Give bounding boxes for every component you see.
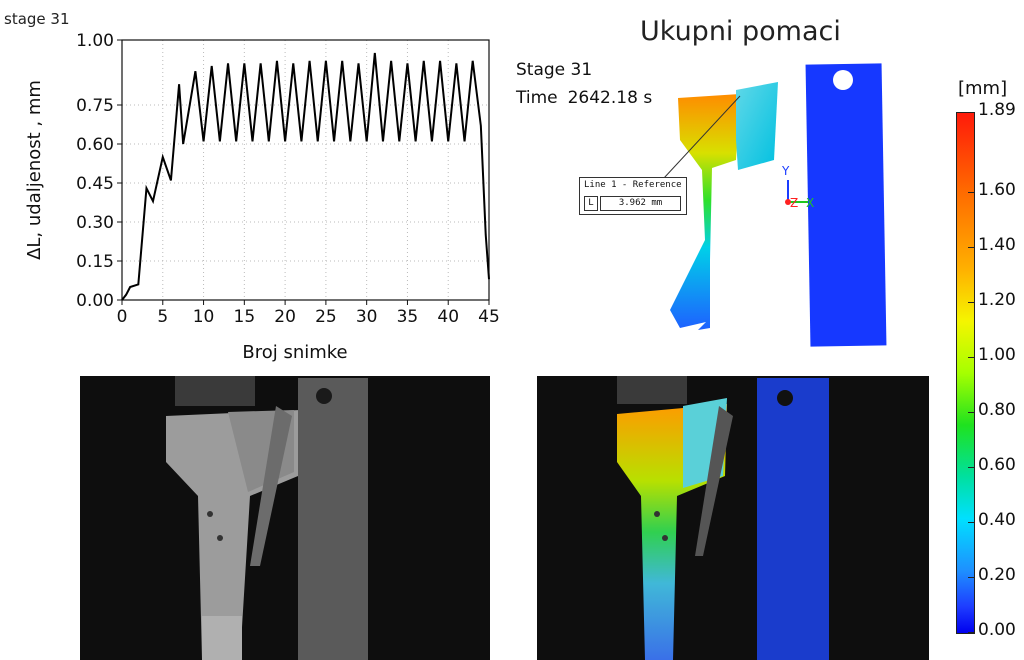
y-tick-label: 0.15	[76, 252, 114, 272]
x-tick-label: 30	[356, 307, 378, 327]
colorbar-tick-mark	[968, 191, 974, 193]
x-tick-label: 45	[478, 307, 500, 327]
colorbar-tick-label: 0.20	[978, 564, 1016, 585]
chart-ticks: 0 5 10 15 20 25 30 35 40 45 0.00 0.15 0.30 0.45 0.60 0.…	[76, 31, 500, 327]
colorbar-unit: [mm]	[958, 78, 1008, 99]
series-line	[121, 52, 490, 301]
figure-title: Ukupni pomaci	[640, 16, 841, 47]
colorbar-tick-mark	[968, 632, 974, 633]
x-tick-label: 40	[437, 307, 459, 327]
time-readout: Time 2642.18 s	[516, 88, 662, 108]
overlay-camera-image	[537, 376, 929, 660]
x-tick-label: 15	[234, 307, 256, 327]
colorbar-tick-mark	[968, 246, 974, 248]
colorbar-tick-mark	[968, 301, 974, 303]
time-label: Time	[516, 88, 558, 108]
stage-label: Stage 31	[516, 60, 593, 80]
x-tick-label: 5	[157, 307, 168, 327]
colorbar-tick-label: 1.20	[978, 289, 1016, 310]
colorbar-tick-label: 0.60	[978, 454, 1016, 475]
callout-leader	[663, 95, 741, 179]
colorbar-tick-mark	[968, 466, 974, 468]
plate-fragment-region	[736, 82, 778, 170]
colorbar-tick-mark	[968, 411, 974, 413]
displacement-map	[663, 63, 887, 347]
axis-x-label: X	[806, 196, 815, 210]
colorbar-tick-mark	[968, 521, 974, 523]
x-tick-label: 25	[315, 307, 337, 327]
y-tick-label: 0.45	[76, 174, 114, 194]
x-tick-label: 20	[274, 307, 296, 327]
colorbar-tick-label: 1.60	[978, 179, 1016, 200]
x-tick-label: 35	[397, 307, 419, 327]
chart-series	[121, 52, 490, 301]
x-tick-label: 0	[117, 307, 128, 327]
y-tick-label: 0.60	[76, 135, 114, 155]
displacement-chart: 0 5 10 15 20 25 30 35 40 45 0.00 0.15 0.30 0.45 0.60 0.…	[24, 31, 500, 363]
callout-key: L	[584, 196, 598, 211]
chart-grid	[121, 39, 490, 301]
colorbar-tick-label: 0.00	[978, 620, 1016, 640]
colorbar-tick-mark	[968, 112, 974, 113]
colorbar-tick-label: 1.00	[978, 344, 1016, 365]
colorbar-tick-label: 0.40	[978, 509, 1016, 530]
colorbar-tick-label: 1.89	[978, 100, 1016, 120]
colorbar	[956, 112, 975, 634]
bone-region	[670, 94, 740, 330]
y-tick-label: 0.75	[76, 96, 114, 116]
corner-stage-label: stage 31	[4, 10, 70, 28]
chart-y-label: ΔL, udaljenost , mm	[24, 80, 45, 260]
axis-z-label: Z	[790, 196, 799, 210]
blue-bar-region	[805, 63, 887, 347]
bar-hole	[833, 70, 853, 90]
time-value: 2642.18 s	[567, 88, 653, 108]
colorbar-tick-label: 1.40	[978, 234, 1016, 255]
y-tick-label: 1.00	[76, 31, 114, 51]
raw-camera-image	[80, 376, 490, 660]
x-tick-label: 10	[193, 307, 215, 327]
callout-value: 3.962 mm	[600, 196, 681, 211]
y-tick-label: 0.30	[76, 213, 114, 233]
colorbar-tick-mark	[968, 356, 974, 358]
plot-frame	[121, 39, 490, 301]
colorbar-tick-label: 0.80	[978, 399, 1016, 420]
axis-y-label: Y	[782, 164, 790, 178]
line-measure-callout: Line 1 - Reference L 3.962 mm	[579, 177, 687, 215]
callout-line-label: Line 1 - Reference	[584, 180, 682, 190]
axis-triad-icon	[785, 180, 808, 205]
y-tick-label: 0.00	[76, 291, 114, 311]
chart-x-label: Broj snimke	[242, 342, 347, 363]
colorbar-tick-mark	[968, 576, 974, 578]
